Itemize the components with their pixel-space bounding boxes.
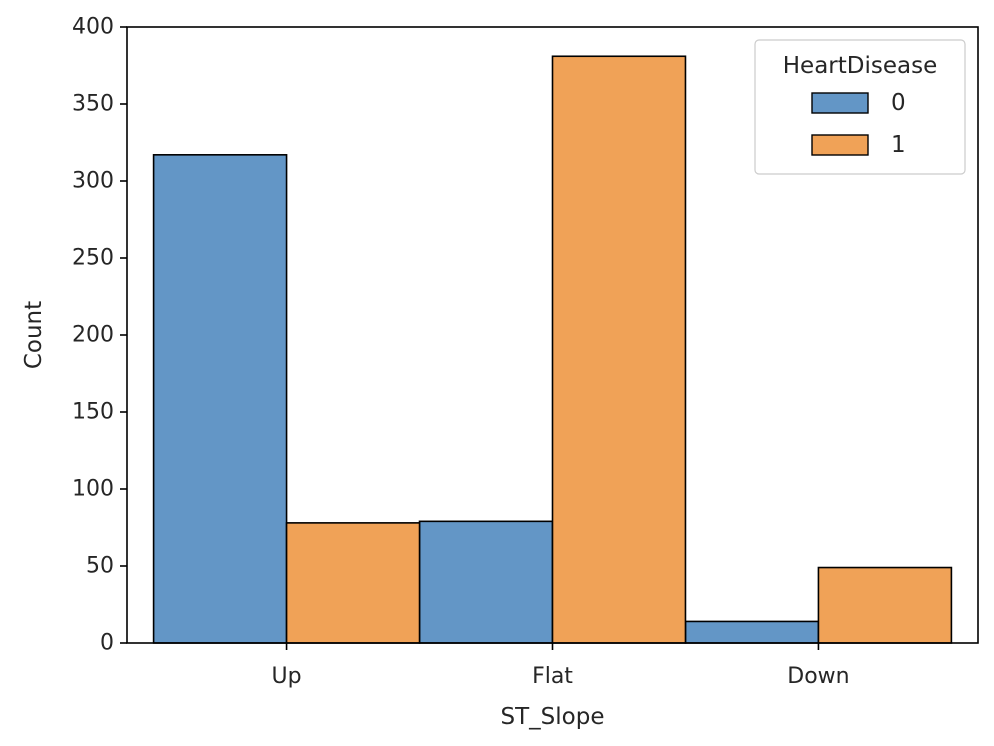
x-tick-label-up: Up xyxy=(272,664,302,689)
legend-label-1: 1 xyxy=(891,132,906,158)
y-tick-label: 100 xyxy=(72,477,114,502)
bar-up-series-1 xyxy=(285,522,421,644)
x-tick-label-flat: Flat xyxy=(532,664,573,689)
bar-up-series-0 xyxy=(152,154,288,644)
bars-group xyxy=(152,55,953,644)
y-tick-label: 50 xyxy=(86,554,114,579)
legend: HeartDisease 0 1 xyxy=(754,39,966,175)
bar-flat-series-1 xyxy=(551,55,687,644)
y-axis-label: Count xyxy=(21,301,47,369)
y-tick-label: 0 xyxy=(100,631,114,656)
bar-down-series-0 xyxy=(684,620,820,644)
legend-label-0: 0 xyxy=(891,90,906,116)
y-tick-label: 250 xyxy=(72,246,114,271)
y-tick-label: 300 xyxy=(72,169,114,194)
y-axis: 0 50 100 150 200 250 300 350 400 xyxy=(72,15,127,656)
x-axis: Up Flat Down xyxy=(272,643,850,689)
legend-title: HeartDisease xyxy=(783,53,937,79)
legend-swatch-0 xyxy=(811,92,869,114)
legend-swatch-1 xyxy=(811,134,869,156)
x-axis-label: ST_Slope xyxy=(501,704,605,730)
bar-flat-series-0 xyxy=(418,520,554,644)
x-tick-label-down: Down xyxy=(787,664,849,689)
y-tick-label: 350 xyxy=(72,92,114,117)
bar-down-series-1 xyxy=(817,566,953,644)
y-tick-label: 200 xyxy=(72,323,114,348)
y-tick-label: 150 xyxy=(72,400,114,425)
y-tick-label: 400 xyxy=(72,15,114,40)
